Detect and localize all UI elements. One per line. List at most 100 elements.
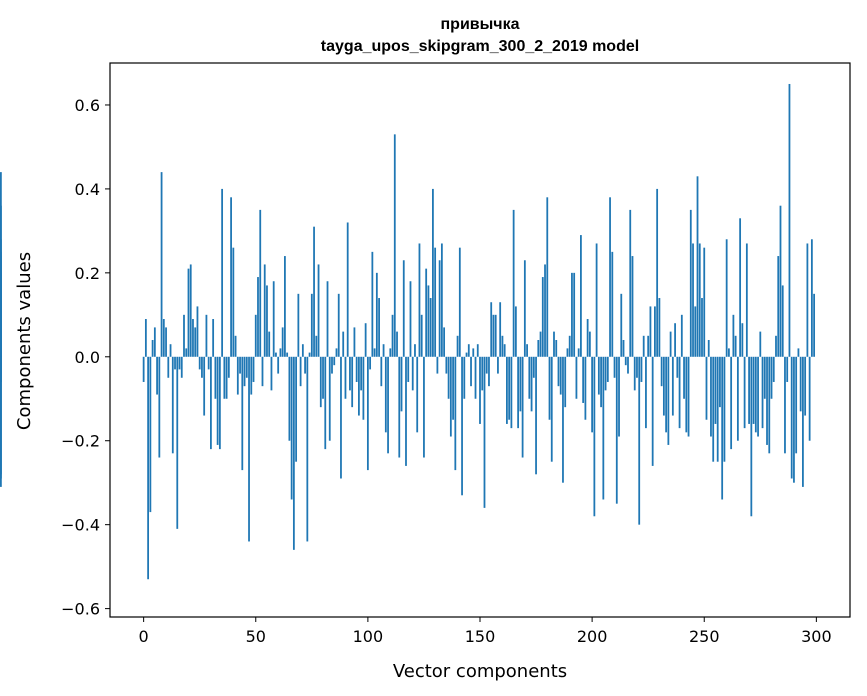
bar [492, 314, 495, 357]
bar [333, 356, 336, 366]
bar [710, 356, 712, 437]
bar [203, 356, 206, 416]
bar [766, 356, 768, 445]
bar [582, 356, 585, 403]
bar [384, 356, 387, 433]
bar [804, 356, 807, 416]
bar [490, 302, 493, 357]
bar [272, 281, 275, 357]
bar [239, 356, 241, 374]
bar [149, 356, 152, 513]
bar [591, 356, 594, 433]
bar [261, 356, 264, 387]
bar [205, 314, 208, 357]
y-tick-label: 0.2 [75, 264, 100, 283]
bar [304, 356, 306, 374]
bar [535, 356, 537, 475]
bar [645, 356, 647, 429]
bar [736, 356, 739, 441]
bar [662, 356, 665, 416]
bar [586, 319, 589, 357]
y-tick-label: 0.0 [75, 348, 100, 367]
bar [772, 356, 775, 382]
bar [144, 319, 147, 357]
bar [728, 348, 730, 357]
bar [790, 356, 793, 479]
chart-subtitle: tayga_upos_skipgram_300_2_2019 model [321, 38, 639, 55]
bar [319, 356, 322, 408]
x-tick-label: 200 [577, 627, 608, 646]
bar [472, 348, 475, 357]
bar [685, 356, 688, 433]
bar [624, 356, 627, 366]
bar [640, 356, 643, 382]
bar [178, 356, 181, 370]
bar [391, 314, 394, 357]
bar [0, 172, 2, 357]
bar [416, 356, 419, 433]
bar [196, 306, 199, 357]
bar [241, 356, 244, 471]
bar [593, 356, 596, 517]
bar [474, 356, 477, 399]
y-axis-label: Components values [14, 252, 35, 430]
bar [169, 344, 172, 357]
bar [580, 235, 582, 357]
bar [331, 356, 333, 374]
bar [409, 281, 412, 357]
bar [559, 356, 562, 395]
bar [216, 356, 219, 445]
bar [501, 335, 504, 357]
bar [434, 247, 437, 357]
bar [463, 356, 466, 399]
bar [268, 331, 271, 357]
bar [793, 356, 795, 483]
bar [355, 356, 358, 382]
bar [454, 356, 457, 471]
bar [337, 293, 340, 357]
plot-frame [109, 62, 851, 618]
bar [732, 314, 735, 357]
bar [781, 285, 784, 357]
bar [290, 356, 293, 500]
bar [763, 356, 766, 399]
bar [519, 356, 522, 412]
bar [250, 356, 253, 395]
x-axis-ticks: 0 50 100 150 200 250 300 [139, 617, 832, 646]
bar [147, 356, 150, 580]
bar [174, 356, 176, 370]
bar [210, 356, 212, 450]
bar [214, 356, 217, 399]
bar [784, 356, 786, 454]
bar [317, 264, 320, 357]
y-tick-label: 0.6 [75, 96, 100, 115]
bar [725, 239, 728, 357]
bar [528, 356, 531, 399]
bar [360, 356, 363, 391]
bar [225, 356, 228, 399]
bar [353, 327, 356, 357]
bar [369, 356, 372, 370]
bar [604, 356, 607, 391]
bar [705, 356, 708, 420]
bar [275, 352, 277, 357]
bar [449, 356, 452, 437]
bar [366, 356, 369, 471]
bar [568, 335, 571, 357]
bar [438, 260, 441, 357]
bar [476, 344, 479, 357]
bar [649, 306, 652, 357]
bar [696, 176, 699, 357]
bar [245, 356, 248, 378]
x-tick-label: 250 [689, 627, 720, 646]
y-tick-label: −0.6 [61, 600, 100, 619]
bar [588, 331, 591, 357]
bar [281, 327, 284, 357]
bar [328, 356, 331, 441]
bar [714, 356, 717, 424]
bar [465, 352, 468, 357]
bar [566, 348, 569, 357]
y-axis-ticks: −0.6 −0.4 −0.2 0.0 0.2 0.4 0.6 [61, 96, 110, 619]
bar [597, 356, 600, 395]
bar [371, 251, 374, 357]
